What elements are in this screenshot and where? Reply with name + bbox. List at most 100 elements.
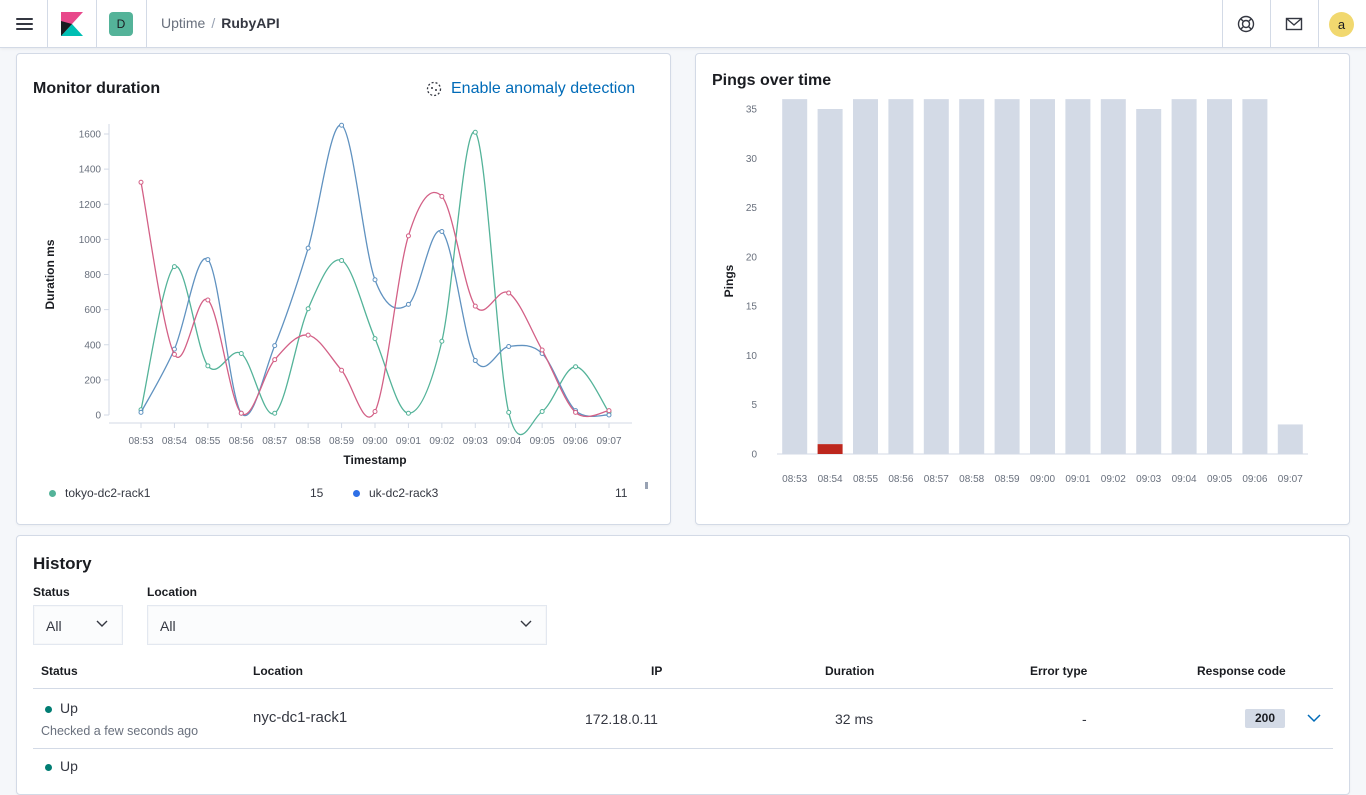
chevron-down-icon	[96, 620, 108, 627]
column-header-location[interactable]: Location	[253, 664, 303, 678]
y-tick-label: 1200	[79, 200, 102, 211]
enable-anomaly-detection-link[interactable]: Enable anomaly detection	[425, 80, 635, 98]
series-line-2	[140, 124, 610, 418]
legend-dot	[353, 489, 360, 497]
pings-over-time-panel: Pings over time 0 5 10 15 20 25 30 35 Pings 08:53…	[695, 53, 1350, 525]
error-type-cell: -	[1082, 711, 1087, 727]
legend-item-tokyo[interactable]: tokyo-dc2-rack1	[49, 486, 150, 500]
data-point	[506, 344, 512, 350]
data-point	[439, 228, 445, 234]
x-tick-label: 08:55	[195, 436, 220, 447]
monitor-duration-title: Monitor duration	[33, 80, 161, 97]
data-point	[238, 410, 244, 416]
divider	[96, 0, 97, 48]
bar-up	[1277, 424, 1303, 454]
x-tick-label: 09:00	[362, 436, 387, 447]
x-tick-label: 08:53	[128, 436, 153, 447]
history-panel: History Status All Location All Status L…	[16, 535, 1350, 795]
x-tick-label: 08:59	[329, 436, 354, 447]
help-icon[interactable]	[1236, 14, 1256, 34]
location-filter-label: Location	[147, 585, 197, 599]
data-point	[472, 358, 478, 364]
x-tick-label: 09:04	[496, 436, 521, 447]
data-point	[138, 409, 144, 415]
status-dot	[45, 763, 52, 771]
x-tick-label: 09:03	[463, 436, 488, 447]
space-avatar[interactable]: D	[109, 12, 133, 36]
status-text: Up	[60, 700, 78, 716]
bar-up	[782, 99, 808, 455]
data-point	[339, 257, 345, 263]
y-tick-label: 20	[746, 252, 758, 263]
breadcrumb-separator: /	[211, 15, 216, 31]
column-header-status[interactable]: Status	[41, 664, 78, 678]
data-point	[405, 233, 411, 239]
menu-icon[interactable]	[16, 15, 33, 33]
data-point	[205, 363, 211, 369]
data-point	[539, 408, 545, 414]
breadcrumb: Uptime / RubyAPI	[161, 15, 280, 31]
data-point	[205, 257, 211, 263]
data-point	[439, 338, 445, 344]
status-cell: Up	[45, 758, 78, 774]
divider	[33, 748, 1333, 749]
location-filter-select[interactable]: All	[147, 605, 547, 645]
legend-label: uk-dc2-rack3	[369, 486, 439, 500]
legend-dot	[49, 489, 56, 497]
column-header-response-code[interactable]: Response code	[1197, 664, 1286, 678]
status-filter-select[interactable]: All	[33, 605, 123, 645]
data-point	[539, 347, 545, 353]
data-point	[138, 179, 144, 185]
bar-up	[1171, 99, 1197, 455]
x-tick-label: 08:59	[995, 474, 1020, 485]
divider	[47, 0, 48, 48]
y-axis-title: Duration ms	[43, 239, 57, 309]
legend-count: 15	[310, 486, 324, 500]
divider	[33, 688, 1333, 689]
x-axis-title: Timestamp	[343, 453, 406, 467]
x-tick-label: 09:05	[530, 436, 555, 447]
x-tick-label: 08:54	[162, 436, 187, 447]
divider	[146, 0, 147, 48]
data-point	[305, 332, 311, 338]
duration-cell: 32 ms	[835, 711, 874, 727]
y-tick-label: 0	[751, 450, 757, 461]
data-point	[272, 357, 278, 363]
x-tick-label: 09:05	[1207, 474, 1232, 485]
column-header-duration[interactable]: Duration	[825, 664, 875, 678]
y-tick-label: 15	[746, 302, 758, 313]
legend-item-uk[interactable]: uk-dc2-rack3	[353, 486, 438, 500]
kibana-logo[interactable]	[61, 12, 83, 36]
legend-label: tokyo-dc2-rack1	[65, 486, 151, 500]
user-avatar[interactable]: a	[1329, 12, 1354, 37]
y-axis-title: Pings	[722, 264, 736, 297]
status-text: Up	[60, 758, 78, 774]
bar-up	[1030, 99, 1055, 455]
monitor-duration-chart: 0 200 400 600 800 1000 1200 1400 1600 08:53 08:54 0…	[43, 122, 632, 467]
y-tick-label: 1000	[79, 235, 102, 246]
x-tick-label: 09:06	[1242, 474, 1267, 485]
x-tick-label: 09:01	[1065, 474, 1090, 485]
mail-icon[interactable]	[1284, 14, 1304, 34]
legend-scrollbar[interactable]	[645, 482, 648, 489]
column-header-error-type[interactable]: Error type	[1030, 664, 1088, 678]
y-tick-label: 30	[746, 154, 758, 165]
y-tick-label: 1600	[79, 130, 102, 141]
y-tick-label: 35	[746, 105, 758, 116]
data-point	[171, 264, 177, 270]
data-point	[272, 410, 278, 416]
column-header-ip[interactable]: IP	[651, 664, 663, 678]
bar-up	[994, 99, 1020, 455]
expand-row-icon[interactable]	[1307, 714, 1321, 723]
bar-up	[853, 99, 878, 455]
bar-up	[1207, 99, 1232, 455]
x-tick-label: 09:01	[396, 436, 421, 447]
data-point	[405, 301, 411, 307]
x-tick-label: 08:53	[782, 474, 807, 485]
breadcrumb-uptime[interactable]: Uptime	[161, 15, 206, 31]
data-point	[305, 245, 311, 251]
y-tick-label: 1400	[79, 165, 102, 176]
x-tick-label: 08:57	[262, 436, 287, 447]
x-tick-label: 09:04	[1172, 474, 1197, 485]
bar-up	[1065, 99, 1091, 455]
